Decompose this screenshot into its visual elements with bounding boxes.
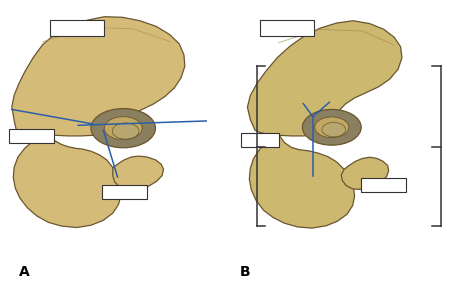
- Circle shape: [315, 117, 349, 138]
- Text: B: B: [239, 266, 250, 279]
- Polygon shape: [341, 157, 389, 190]
- Polygon shape: [113, 156, 164, 190]
- Polygon shape: [249, 136, 355, 228]
- Polygon shape: [13, 135, 121, 228]
- Circle shape: [91, 109, 155, 148]
- Circle shape: [322, 122, 346, 137]
- FancyBboxPatch shape: [361, 178, 406, 192]
- Text: A: A: [19, 266, 30, 279]
- Circle shape: [302, 109, 361, 145]
- FancyBboxPatch shape: [9, 129, 54, 143]
- Circle shape: [104, 117, 142, 140]
- Circle shape: [112, 123, 139, 139]
- Polygon shape: [12, 17, 185, 136]
- FancyBboxPatch shape: [241, 133, 279, 147]
- FancyBboxPatch shape: [102, 185, 147, 199]
- FancyBboxPatch shape: [260, 20, 314, 36]
- FancyBboxPatch shape: [50, 20, 104, 36]
- Polygon shape: [247, 21, 402, 136]
